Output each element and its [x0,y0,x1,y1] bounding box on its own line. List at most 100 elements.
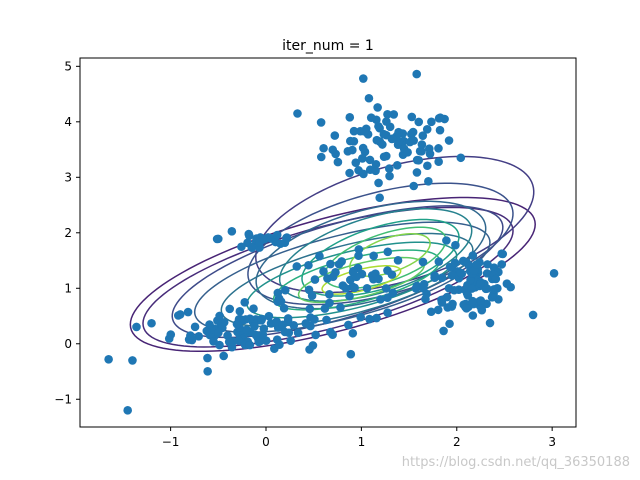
scatter-point-312 [369,251,378,261]
scatter-point-30 [407,112,417,122]
scatter-point-368 [147,318,156,328]
scatter-point-330 [328,272,338,282]
scatter-point-38 [345,113,355,122]
scatter-point-179 [476,279,485,289]
scatter-point-166 [489,285,499,294]
scatter-point-111 [434,257,444,266]
scatter-point-94 [451,240,460,250]
scatter-point-221 [305,345,314,354]
scatter-point-245 [245,314,255,323]
scatter-point-18 [375,193,384,203]
scatter-point-283 [344,320,353,330]
scatter-point-189 [203,353,212,363]
scatter-point-243 [219,351,228,361]
scatter-point-279 [175,310,185,319]
scatter-point-250 [254,337,264,347]
scatter-point-300 [381,284,391,293]
scatter-point-170 [468,296,477,306]
scatter-point-20 [424,176,433,186]
scatter-point-169 [463,291,473,300]
scatter-point-51 [372,135,382,145]
scatter-point-299 [383,308,392,317]
contour-line-13 [297,256,425,304]
scatter-point-85 [425,149,435,159]
scatter-point-367 [128,356,137,365]
scatter-point-81 [381,130,391,140]
scatter-point-295 [372,313,381,323]
scatter-point-364 [255,238,264,248]
scatter-point-316 [305,304,315,314]
scatter-point-273 [232,319,242,329]
scatter-point-52 [358,143,368,153]
scatter-point-163 [443,303,452,312]
chart-title: iter_num = 1 [282,38,374,54]
scatter-point-336 [387,270,397,279]
scatter-point-7 [346,136,355,146]
scatter-point-218 [322,315,331,325]
scatter-point-333 [388,288,398,298]
scatter-point-77 [382,117,391,126]
scatter-point-251 [186,331,195,340]
scatter-point-71 [423,161,432,171]
scatter-point-15 [422,125,432,134]
y-tick-label: 4 [64,115,72,129]
scatter-point-339 [274,294,284,303]
scatter-point-332 [279,303,289,313]
x-tick-label: −1 [162,435,180,449]
scatter-point-59 [385,171,394,181]
y-tick-label: 5 [64,59,72,73]
y-tick-label: 0 [64,337,72,351]
scatter-point-66 [354,166,363,175]
scatter-point-181 [437,298,447,307]
scatter-point-294 [336,303,345,312]
scatter-point-72 [364,93,374,103]
scatter-point-115 [433,305,443,315]
scatter-point-55 [435,113,445,122]
scatter-point-63 [417,146,426,156]
scatter-point-242 [275,340,284,349]
scatter-point-274 [205,320,214,329]
scatter-point-21 [374,178,383,188]
scatter-point-277 [224,337,234,347]
scatter-point-47 [374,121,383,131]
scatter-point-314 [439,326,448,336]
scatter-point-140 [444,283,454,293]
scatter-point-256 [258,330,268,339]
y-tick-label: 3 [64,170,72,184]
scatter-point-178 [481,284,491,294]
scatter-point-68 [444,136,454,145]
scatter-point-233 [249,304,258,314]
scatter-point-36 [319,143,328,153]
scatter-point-65 [389,110,399,119]
scatter-point-27 [418,131,428,140]
scatter-point-62 [434,144,443,153]
scatter-point-56 [412,155,422,165]
scatter-point-311 [348,282,357,292]
scatter-point-369 [358,74,368,83]
scatter-point-238 [194,331,204,341]
scatter-point-88 [435,125,445,135]
contour-line-5 [193,221,491,333]
scatter-point-183 [472,260,481,269]
scatter-point-78 [366,113,376,123]
scatter-point-61 [414,117,424,127]
scatter-point-184 [445,319,454,329]
scatter-point-86 [417,140,427,149]
scatter-point-79 [456,153,466,163]
scatter-point-14 [427,117,436,127]
scatter-point-5 [316,152,326,162]
scatter-point-223 [348,328,358,338]
scatter-point-60 [408,127,418,137]
scatter-point-285 [326,327,335,337]
scatter-point-365 [104,355,113,364]
y-tick-label: 2 [64,226,72,240]
x-tick-label: 1 [358,435,366,449]
scatter-point-337 [349,266,358,276]
scatter-point-67 [349,126,359,136]
x-tick-label: 0 [262,435,270,449]
scatter-point-37 [403,147,412,157]
x-tick-label: 3 [548,435,556,449]
scatter-point-272 [293,328,303,338]
scatter-point-49 [358,153,367,163]
